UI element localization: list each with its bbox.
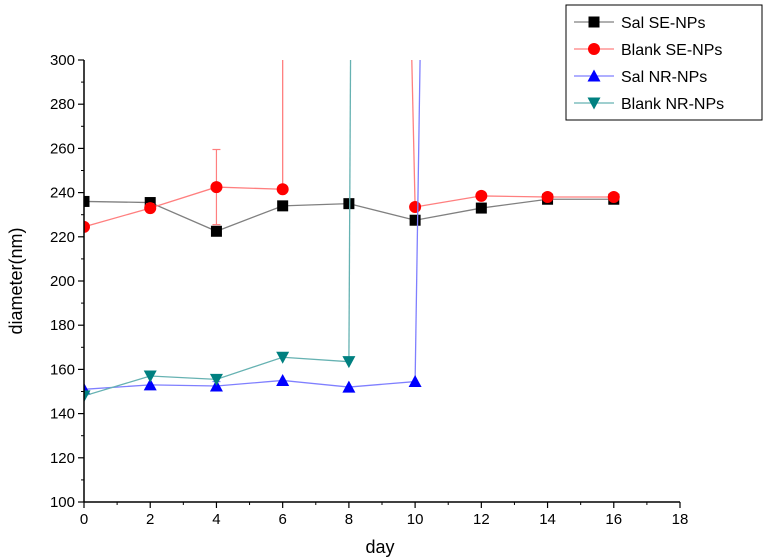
data-point <box>84 220 90 233</box>
series-sal-nr-nps <box>84 60 422 395</box>
y-tick-label: 240 <box>50 185 75 202</box>
series-sal-se-nps <box>84 193 620 237</box>
data-point <box>143 378 157 391</box>
series-off-scale-line <box>411 60 416 207</box>
series-line <box>415 195 614 208</box>
data-point <box>409 214 421 226</box>
legend-marker <box>588 16 600 28</box>
legend-marker <box>587 69 601 82</box>
y-tick-label: 120 <box>50 450 75 467</box>
y-tick-label: 260 <box>50 140 75 157</box>
data-point <box>607 191 620 204</box>
data-point <box>343 198 355 210</box>
legend-label: Blank NR-NPs <box>621 96 724 113</box>
x-axis-title: day <box>365 537 394 557</box>
legend-label: Sal SE-NPs <box>621 15 705 32</box>
x-tick-label: 10 <box>407 511 424 528</box>
legend-item: Blank SE-NPs <box>574 42 722 59</box>
series-blank-nr-nps <box>84 60 356 403</box>
x-tick-label: 18 <box>672 511 689 528</box>
data-point <box>408 375 422 388</box>
data-point <box>209 373 223 386</box>
x-tick-label: 0 <box>80 511 88 528</box>
legend-item: Sal NR-NPs <box>574 69 707 86</box>
x-tick-label: 4 <box>212 511 220 528</box>
data-point <box>475 202 487 214</box>
data-point <box>541 191 554 204</box>
y-tick-label: 140 <box>50 406 75 423</box>
series-line <box>84 186 283 228</box>
data-point <box>84 390 91 403</box>
data-point <box>342 356 356 369</box>
data-point <box>409 200 422 213</box>
legend-marker <box>587 97 601 110</box>
x-tick-label: 2 <box>146 511 154 528</box>
x-tick-label: 16 <box>605 511 622 528</box>
data-point <box>84 195 90 207</box>
data-point <box>143 370 157 383</box>
y-tick-label: 200 <box>50 273 75 290</box>
y-tick-label: 220 <box>50 229 75 246</box>
legend-label: Sal NR-NPs <box>621 69 707 86</box>
data-point <box>342 380 356 393</box>
series-line <box>84 379 416 390</box>
y-tick-label: 180 <box>50 317 75 334</box>
y-tick-label: 160 <box>50 361 75 378</box>
y-tick-label: 100 <box>50 494 75 511</box>
y-tick-label: 300 <box>50 52 75 69</box>
legend-label: Blank SE-NPs <box>621 42 722 59</box>
data-point <box>210 225 222 237</box>
data-point <box>144 202 157 215</box>
legend-item: Blank NR-NPs <box>574 96 724 113</box>
legend-marker <box>588 43 600 55</box>
x-tick-label: 12 <box>473 511 490 528</box>
y-axis-title: diameter(nm) <box>6 227 26 334</box>
data-point <box>276 351 290 364</box>
series-off-scale-line <box>348 60 352 362</box>
x-tick-label: 8 <box>345 511 353 528</box>
data-point <box>277 200 289 212</box>
x-tick-label: 6 <box>278 511 286 528</box>
legend: Sal SE-NPs Blank SE-NPs Sal NR-NPs Blank NR… <box>565 4 763 121</box>
legend-item: Sal SE-NPs <box>574 15 705 32</box>
series-off-scale-line <box>414 60 421 382</box>
data-point <box>276 373 290 386</box>
data-point <box>276 183 289 196</box>
data-point <box>475 189 488 202</box>
data-point <box>210 181 223 194</box>
y-tick-label: 280 <box>50 96 75 113</box>
x-tick-label: 14 <box>539 511 556 528</box>
